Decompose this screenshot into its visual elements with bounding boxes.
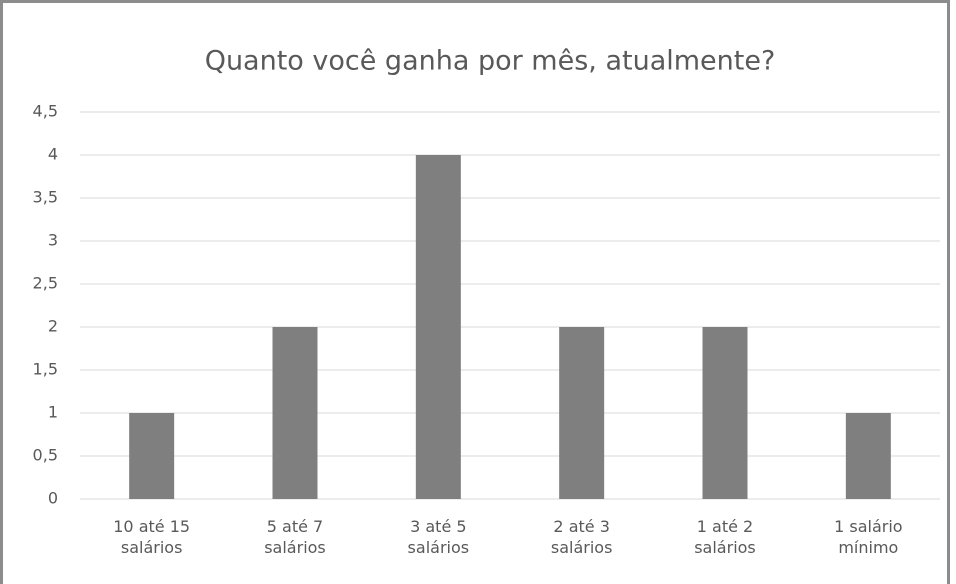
y-tick-label: 0: [48, 489, 58, 508]
bar: [415, 155, 461, 499]
y-tick-label: 3,5: [33, 188, 58, 207]
y-tick-label: 1: [48, 403, 58, 422]
bar: [129, 413, 175, 499]
y-tick-label: 2: [48, 317, 58, 336]
x-tick-label: 10 até 15 salários: [113, 517, 191, 557]
y-tick-label: 2,5: [33, 274, 58, 293]
bar: [702, 327, 748, 499]
y-tick-label: 1,5: [33, 360, 58, 379]
x-tick-label: 3 até 5 salários: [407, 517, 470, 557]
x-tick-label: 1 salário mínimo: [834, 517, 903, 557]
bar: [272, 327, 318, 499]
x-tick-label: 5 até 7 salários: [264, 517, 326, 557]
x-tick-label: 2 até 3 salários: [550, 517, 613, 557]
chart-title: Quanto você ganha por mês, atualmente?: [205, 46, 776, 77]
y-tick-label: 4: [48, 145, 58, 164]
y-tick-label: 0,5: [33, 446, 58, 465]
y-tick-label: 3: [48, 231, 58, 250]
bar: [845, 413, 891, 499]
y-tick-label: 4,5: [33, 102, 58, 121]
bar: [559, 327, 605, 499]
x-tick-label: 1 até 2 salários: [694, 517, 756, 557]
